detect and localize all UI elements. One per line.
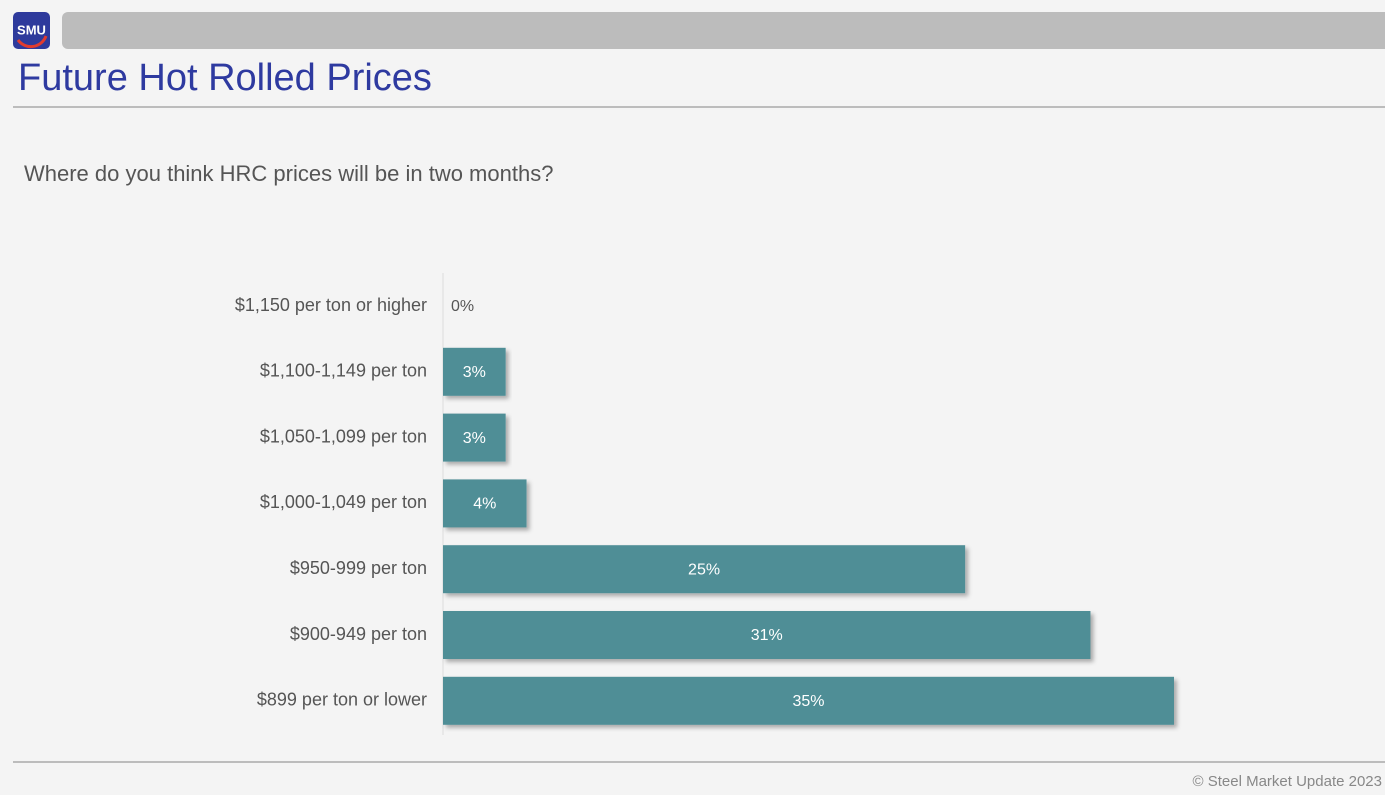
page-title: Future Hot Rolled Prices — [18, 57, 432, 99]
y-tick-label: $900-949 per ton — [290, 624, 427, 644]
data-label: 31% — [751, 627, 783, 644]
y-tick-label: $1,150 per ton or higher — [235, 295, 427, 315]
bar — [443, 611, 1091, 659]
bar — [443, 545, 966, 594]
data-label: 3% — [463, 364, 486, 381]
data-label: 0% — [451, 298, 474, 315]
logo-swoosh — [16, 35, 48, 49]
top-bar — [62, 12, 1385, 49]
footer: © Steel Market Update 2023 — [1193, 773, 1383, 790]
data-label: 3% — [463, 430, 486, 447]
data-label: 4% — [473, 496, 496, 513]
y-tick-label: $950-999 per ton — [290, 558, 427, 578]
y-tick-label: $1,000-1,049 per ton — [260, 492, 427, 512]
data-label: 35% — [792, 693, 824, 710]
logo-text: SMU — [17, 22, 46, 37]
bar — [443, 676, 1174, 725]
chart-title: Where do you think HRC prices will be in… — [24, 161, 553, 186]
y-tick-label: $1,050-1,099 per ton — [260, 426, 427, 446]
bar — [443, 479, 527, 528]
bar — [443, 413, 506, 462]
y-tick-label: $1,100-1,149 per ton — [260, 361, 427, 381]
bar — [443, 347, 506, 396]
logo-box — [13, 12, 50, 49]
y-tick-label: $899 per ton or lower — [257, 690, 427, 710]
data-label: 25% — [688, 561, 720, 578]
